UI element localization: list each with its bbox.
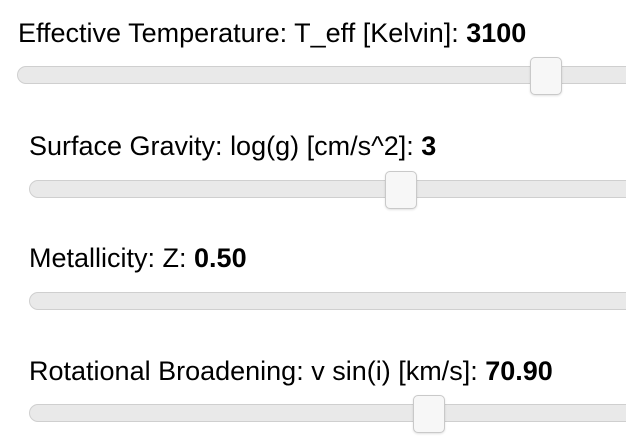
slider-handle[interactable] xyxy=(529,57,562,95)
slider-label-rotational-broadening: Rotational Broadening: v sin(i) [km/s]: … xyxy=(29,354,553,388)
slider-track-rotational-broadening[interactable] xyxy=(29,395,626,433)
slider-value: 70.90 xyxy=(485,356,553,386)
slider-label-effective-temperature: Effective Temperature: T_eff [Kelvin]: 3… xyxy=(18,16,526,50)
slider-handle[interactable] xyxy=(412,395,445,433)
slider-label-text: Rotational Broadening: v sin(i) [km/s]: xyxy=(29,356,486,386)
slider-value: 3100 xyxy=(466,18,527,48)
slider-track-surface-gravity[interactable] xyxy=(29,171,626,209)
slider-handle[interactable] xyxy=(384,171,417,209)
slider-value: 3 xyxy=(421,131,437,161)
slider-value: 0.50 xyxy=(194,243,247,273)
slider-label-metallicity: Metallicity: Z: 0.50 xyxy=(29,241,247,275)
slider-label-text: Metallicity: Z: xyxy=(29,243,195,273)
slider-label-text: Effective Temperature: T_eff [Kelvin]: xyxy=(18,18,467,48)
slider-label-surface-gravity: Surface Gravity: log(g) [cm/s^2]: 3 xyxy=(29,129,436,163)
slider-track-effective-temperature[interactable] xyxy=(17,57,626,95)
slider-track-metallicity[interactable] xyxy=(29,292,626,310)
slider-label-text: Surface Gravity: log(g) [cm/s^2]: xyxy=(29,131,422,161)
